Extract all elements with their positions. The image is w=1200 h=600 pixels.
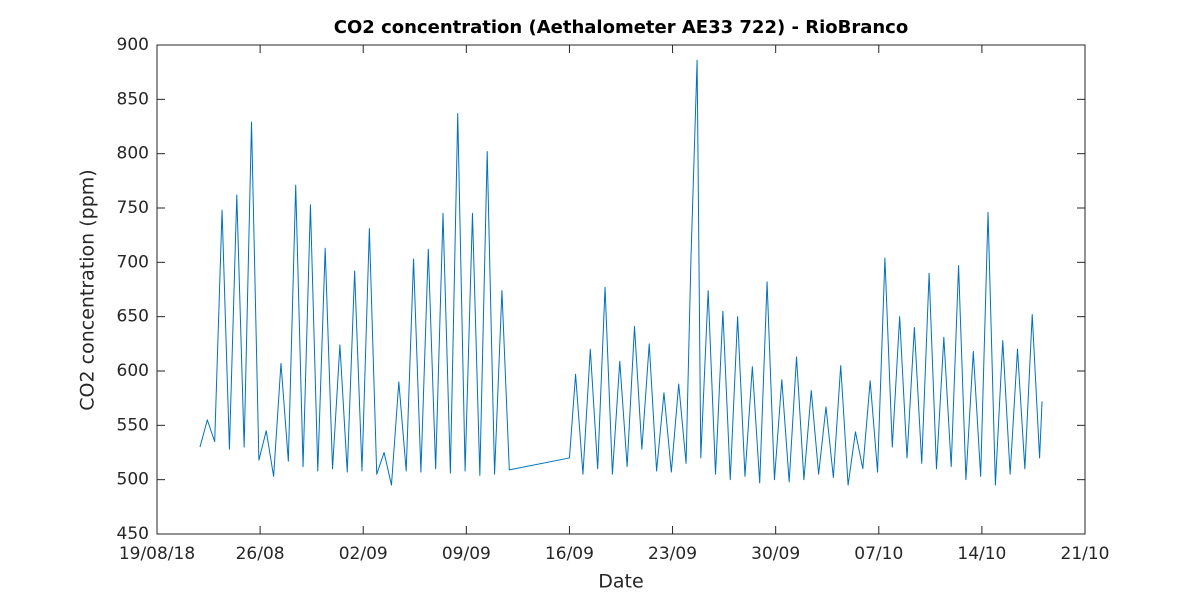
x-tick-label: 02/09 bbox=[339, 544, 388, 564]
x-tick-label: 14/10 bbox=[957, 544, 1006, 564]
chart-title: CO2 concentration (Aethalometer AE33 722… bbox=[334, 17, 908, 38]
y-tick-label: 500 bbox=[117, 470, 149, 490]
y-tick-label: 700 bbox=[117, 252, 149, 272]
y-tick-label: 550 bbox=[117, 415, 149, 435]
data-line bbox=[199, 59, 1043, 486]
y-tick-label: 800 bbox=[117, 144, 149, 164]
x-tick-label: 19/08/18 bbox=[119, 544, 195, 564]
plot-frame bbox=[156, 44, 1086, 535]
x-tick-label: 21/10 bbox=[1061, 544, 1110, 564]
y-tick-label: 600 bbox=[117, 361, 149, 381]
y-tick-label: 750 bbox=[117, 198, 149, 218]
y-tick-label: 450 bbox=[117, 524, 149, 544]
x-tick-label: 23/09 bbox=[648, 544, 697, 564]
x-axis-label: Date bbox=[598, 571, 643, 593]
y-tick-label: 850 bbox=[117, 89, 149, 109]
x-tick-label: 09/09 bbox=[442, 544, 491, 564]
x-tick-label: 07/10 bbox=[854, 544, 903, 564]
x-tick-label: 26/08 bbox=[236, 544, 285, 564]
y-tick-label: 650 bbox=[117, 307, 149, 327]
y-axis-label: CO2 concentration (ppm) bbox=[77, 169, 99, 410]
y-tick-label: 900 bbox=[117, 35, 149, 55]
x-tick-label: 16/09 bbox=[545, 544, 594, 564]
x-tick-label: 30/09 bbox=[751, 544, 800, 564]
